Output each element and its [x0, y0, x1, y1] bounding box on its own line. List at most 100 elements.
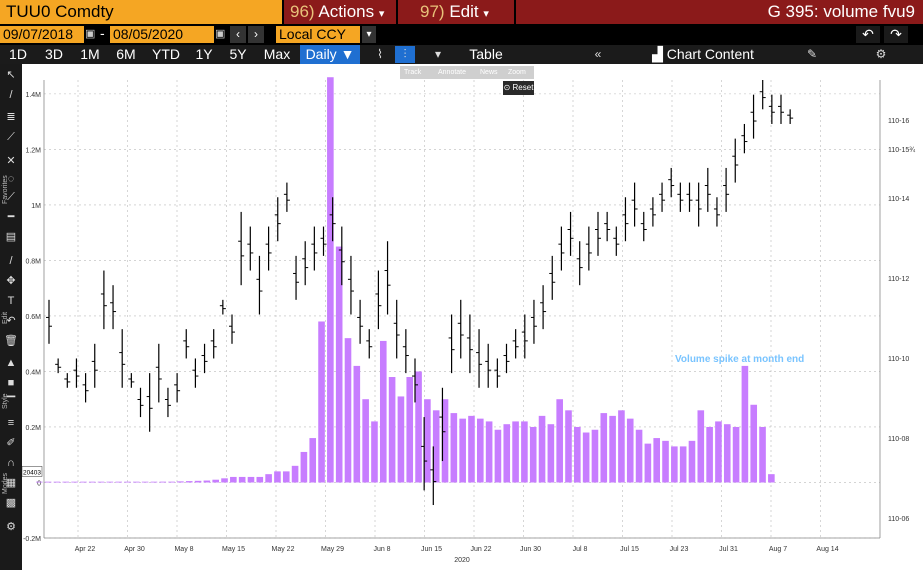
- y-left-tick-label: 1.4M: [25, 92, 41, 99]
- pen-icon[interactable]: /: [9, 89, 13, 101]
- line-width-icon[interactable]: ≡: [7, 417, 15, 429]
- calendar-icon[interactable]: ▣: [85, 28, 96, 40]
- volume-bar: [185, 481, 193, 483]
- fill-color-icon[interactable]: ■: [7, 377, 15, 389]
- graph-title: G 395: volume fvu9: [516, 0, 923, 24]
- news-button[interactable]: News: [480, 69, 498, 76]
- volume-bar: [150, 481, 158, 483]
- magnet-icon[interactable]: ∩: [7, 457, 15, 469]
- track-button[interactable]: Track: [404, 69, 422, 76]
- bar-chart-icon[interactable]: ⫶: [395, 46, 415, 63]
- x-tick-label: Aug 7: [769, 546, 787, 553]
- trend-icon[interactable]: ⟋: [7, 191, 15, 203]
- ticker-field[interactable]: TUU0 Comdty: [0, 0, 282, 24]
- volume-bar: [635, 429, 643, 483]
- frequency-dropdown[interactable]: Daily ▼: [300, 45, 360, 64]
- redo-icon[interactable]: ↷: [884, 26, 908, 43]
- cross-icon[interactable]: ✕: [6, 155, 16, 167]
- reset-icon: ⊙: [503, 83, 511, 92]
- fan-icon[interactable]: ⟋: [7, 131, 15, 143]
- volume-bar: [106, 481, 114, 483]
- line-chart-icon[interactable]: ⌇: [377, 47, 383, 61]
- chevron-down-icon[interactable]: ▾: [434, 47, 442, 61]
- volume-bar: [424, 399, 431, 483]
- currency-field[interactable]: Local CCY: [276, 26, 360, 43]
- x-tick-label: Jun 15: [421, 546, 442, 553]
- actions-label: Actions: [318, 2, 375, 21]
- double-chevron-left-icon[interactable]: «: [594, 47, 602, 61]
- volume-bar: [759, 426, 766, 483]
- move-icon[interactable]: ✥: [6, 275, 16, 287]
- volume-bar: [230, 476, 237, 483]
- chevron-down-icon[interactable]: ▾: [362, 26, 376, 43]
- volume-bar: [671, 446, 678, 483]
- volume-bar: [256, 476, 264, 483]
- frequency-label: Daily: [305, 46, 337, 62]
- grid-mode-icon[interactable]: ▩: [5, 497, 17, 509]
- pointer-icon[interactable]: ↖: [6, 69, 16, 81]
- annotate-button[interactable]: Annotate: [438, 69, 467, 76]
- undo-icon[interactable]: ↶: [856, 26, 880, 43]
- period-button[interactable]: 5Y: [229, 46, 247, 62]
- volume-bar: [177, 481, 184, 483]
- volume-bar: [318, 321, 325, 483]
- fibonacci-icon[interactable]: ≣: [6, 111, 16, 123]
- y-right-tick-label: 110-08: [888, 436, 909, 443]
- x-tick-label: Apr 22: [75, 546, 96, 553]
- gear-icon[interactable]: ⚙: [6, 521, 16, 533]
- volume-bar: [212, 479, 219, 483]
- ellipse-icon[interactable]: ◌: [7, 173, 15, 185]
- volume-bar: [547, 424, 555, 483]
- period-button[interactable]: 3D: [45, 46, 63, 62]
- volume-bar: [159, 481, 167, 483]
- calendar-icon[interactable]: ▣: [215, 28, 226, 40]
- chart-mode-icon[interactable]: ▦: [5, 477, 17, 489]
- volume-bar: [591, 429, 599, 483]
- x-tick-label: Jun 8: [373, 546, 390, 553]
- end-date-field[interactable]: 08/05/2020: [110, 26, 214, 43]
- pen-mode-icon[interactable]: ✐: [6, 437, 16, 449]
- volume-bar: [679, 446, 687, 483]
- line-tool-icon[interactable]: /: [9, 255, 13, 267]
- chart-content-button[interactable]: ▟ Chart Content: [638, 45, 768, 64]
- line-style-icon[interactable]: ▔: [6, 397, 16, 409]
- dash-icon[interactable]: ━: [7, 211, 15, 223]
- period-button[interactable]: 6M: [116, 46, 136, 62]
- date-row: 09/07/2018 ▣ - 08/05/2020 ▣ ‹ › Local CC…: [0, 25, 923, 44]
- gear-icon[interactable]: ⚙: [875, 47, 887, 61]
- edit-icon[interactable]: ✎: [806, 47, 818, 61]
- actions-menu[interactable]: 96) Actions ▾: [284, 0, 396, 24]
- chevron-left-icon[interactable]: ‹: [230, 26, 246, 43]
- channel-icon[interactable]: ▤: [5, 231, 17, 243]
- y-left-tick-label: 0.2M: [25, 425, 41, 432]
- trash-icon[interactable]: 🗑: [4, 335, 18, 347]
- zoom-button[interactable]: Zoom: [508, 69, 526, 76]
- start-date-field[interactable]: 09/07/2018: [0, 26, 84, 43]
- period-button[interactable]: 1Y: [195, 46, 213, 62]
- period-button[interactable]: 1D: [9, 46, 27, 62]
- reset-button[interactable]: ⊙ Reset: [503, 81, 534, 95]
- volume-bar: [62, 481, 70, 483]
- volume-bar: [247, 476, 255, 483]
- table-button[interactable]: Table: [469, 46, 503, 62]
- volume-bar: [300, 451, 308, 483]
- text-icon[interactable]: T: [7, 295, 15, 307]
- cursor-style-icon[interactable]: ▲: [5, 357, 17, 369]
- chevron-right-icon[interactable]: ›: [248, 26, 264, 43]
- y-left-tick-label: 0.8M: [25, 258, 41, 265]
- chart-area[interactable]: 1.4M 1.2M 1M 0.8M 0.6M 0.4M 0.2M 0 -0.2M 110-16 11…: [22, 64, 923, 570]
- volume-bar: [574, 426, 581, 483]
- period-button[interactable]: 1M: [80, 46, 100, 62]
- volume-bar: [432, 410, 440, 483]
- volume-bar: [274, 471, 281, 483]
- last-value-label: 20403: [23, 469, 41, 476]
- undo-edit-icon[interactable]: ↶: [6, 315, 16, 327]
- y-left-tick-label: 0.4M: [25, 369, 41, 376]
- chart-icon: ▟: [652, 46, 663, 62]
- period-button[interactable]: YTD: [152, 46, 180, 62]
- volume-bar: [653, 438, 660, 483]
- edit-menu[interactable]: 97) Edit ▾: [398, 0, 514, 24]
- volume-bar: [697, 410, 705, 483]
- period-button[interactable]: Max: [263, 46, 291, 62]
- volume-bar: [600, 413, 608, 483]
